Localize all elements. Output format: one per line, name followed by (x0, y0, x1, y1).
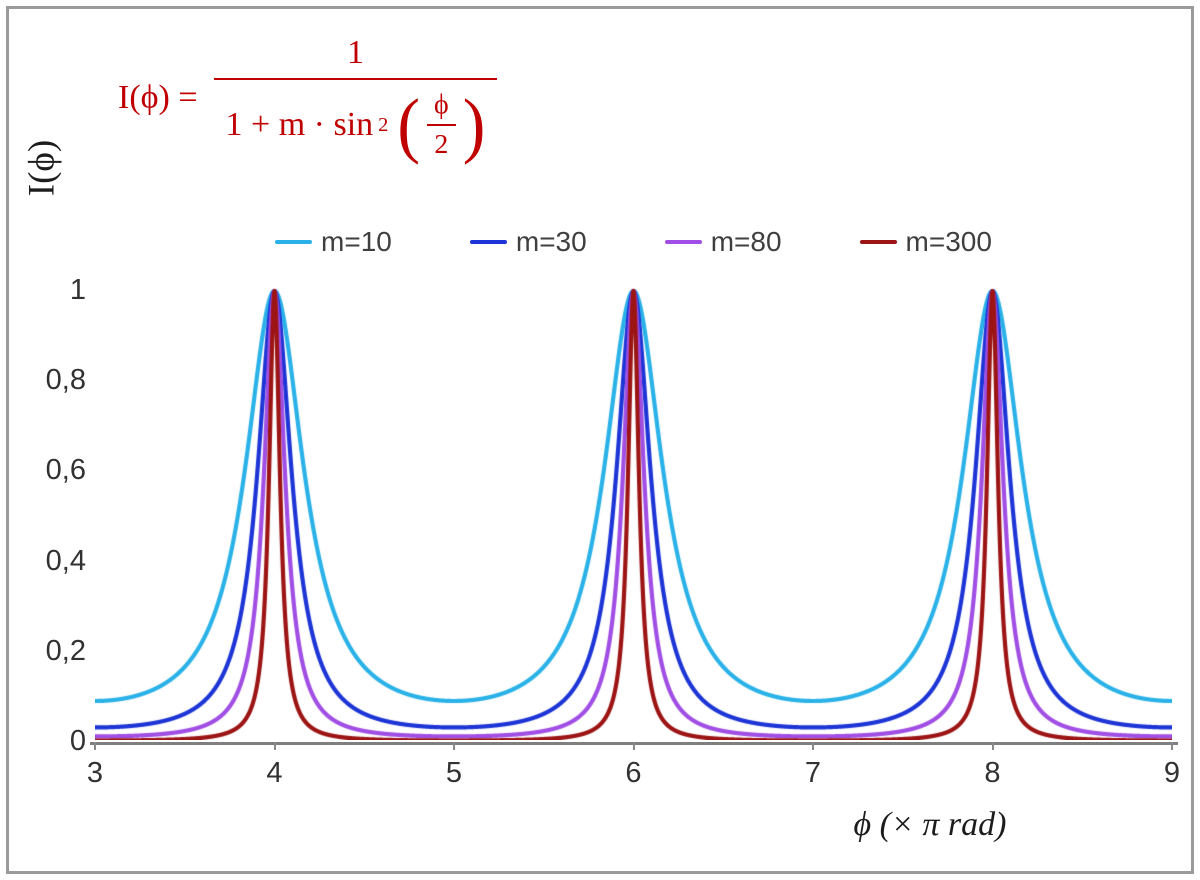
x-tick-label: 3 (86, 757, 104, 789)
x-tick-label: 5 (445, 757, 463, 789)
y-tick-label: 1 (69, 273, 86, 306)
x-tick-label: 7 (804, 757, 822, 789)
y-tick-label: 0,6 (45, 454, 86, 487)
x-tick-mark (1171, 742, 1173, 750)
x-axis-title: ϕ (× π rad) (853, 806, 1007, 843)
y-tick-label: 0,4 (45, 544, 86, 577)
x-tick-label: 9 (1163, 757, 1181, 789)
x-tick-mark (453, 742, 455, 750)
x-tick-label: 6 (625, 757, 642, 789)
x-tick-label: 4 (266, 757, 283, 789)
x-tick-label: 8 (984, 757, 1001, 789)
x-tick-mark (812, 742, 814, 750)
chart-canvas (95, 12, 1172, 740)
x-tick-mark (273, 742, 276, 750)
y-axis-title: I(ϕ) (21, 139, 63, 197)
x-tick-mark (632, 742, 635, 750)
y-tick-label: 0,2 (45, 634, 86, 667)
y-tick-label: 0,8 (45, 364, 86, 397)
x-tick-mark (94, 742, 96, 750)
y-tick-label: 0 (69, 724, 86, 757)
x-tick-mark (991, 742, 994, 750)
